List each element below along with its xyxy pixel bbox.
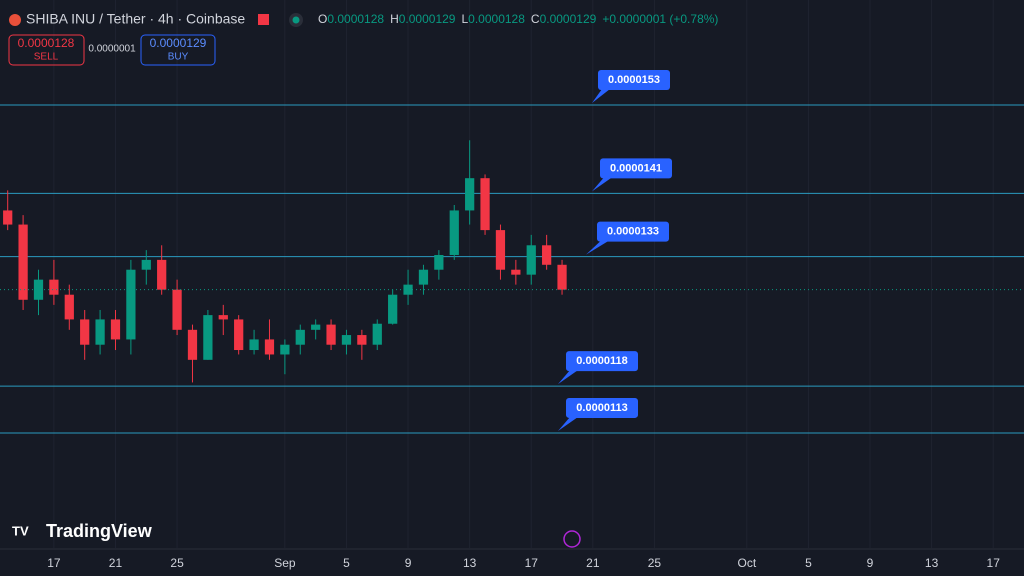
candle-body: [80, 319, 90, 345]
x-tick-label: 5: [343, 556, 350, 570]
candle-body: [249, 339, 259, 351]
candle-body: [33, 279, 44, 300]
candle-body: [495, 230, 506, 270]
spread: 0.0000001: [88, 44, 136, 55]
level-pointer: [558, 370, 578, 385]
candles: [0, 140, 1024, 383]
ohlc-key: H: [390, 12, 399, 26]
candle-body: [418, 269, 429, 285]
candle-body: [557, 264, 567, 290]
ohlc-key: L: [461, 12, 468, 26]
candle-body: [18, 224, 28, 300]
level-pointer: [592, 89, 610, 104]
candle-body: [465, 178, 475, 211]
ohlc-key: C: [531, 12, 540, 26]
x-tick-label: Oct: [737, 556, 756, 570]
level-label: 0.0000153: [608, 74, 660, 86]
ohlc-change: +0.0000001 (+0.78%): [602, 12, 718, 26]
x-tick-label: 21: [109, 556, 123, 570]
candle-body: [295, 329, 305, 345]
candle-body: [280, 344, 290, 355]
candle-body: [449, 210, 459, 255]
candle-body: [172, 289, 182, 330]
level-label-box: [598, 70, 670, 91]
ohlc-legend: O0.0000128 H0.0000129 L0.0000128 C0.0000129…: [318, 12, 718, 26]
candle-body: [357, 335, 367, 345]
candle-body: [3, 210, 13, 225]
x-tick-label: 9: [405, 556, 412, 570]
buy-label: BUY: [168, 52, 189, 63]
candle-body: [64, 294, 74, 320]
level-pointer: [586, 240, 609, 255]
level-label: 0.0000118: [576, 355, 627, 367]
candle-body: [372, 323, 382, 345]
x-tick-label: 25: [648, 556, 662, 570]
logo-mark: TV: [12, 523, 29, 538]
level-pointer: [592, 177, 612, 192]
level-label: 0.0000141: [610, 162, 662, 174]
candle-body: [141, 259, 151, 270]
x-tick-label: 21: [586, 556, 600, 570]
status-dot: [292, 16, 300, 24]
candle-body: [264, 339, 275, 355]
candle-body: [311, 324, 321, 330]
candle-body: [480, 178, 490, 231]
candle-body: [234, 319, 244, 351]
sell-label: SELL: [34, 52, 59, 63]
candle-body: [49, 279, 59, 295]
level-label-box: [566, 397, 638, 418]
x-tick-label: 13: [463, 556, 477, 570]
candle-body: [434, 254, 444, 270]
x-tick-label: 25: [170, 556, 184, 570]
buy-button[interactable]: [140, 34, 216, 66]
ohlc-key: O: [318, 12, 327, 26]
sell-button[interactable]: [8, 34, 85, 66]
candle-body: [95, 319, 105, 345]
ohlc-value: 0.0000128: [327, 12, 384, 26]
buy-price: 0.0000129: [150, 36, 207, 50]
ohlc-value: 0.0000129: [540, 12, 597, 26]
x-tick-label: 17: [525, 556, 539, 570]
candle-body: [110, 319, 121, 340]
flag-icon[interactable]: [258, 14, 269, 25]
candle-body: [126, 269, 136, 340]
level-label-box: [600, 158, 672, 179]
level-label: 0.0000133: [607, 226, 659, 238]
level-label: 0.0000113: [576, 402, 627, 414]
candle-body: [187, 329, 198, 360]
grid: [53, 0, 994, 548]
ohlc-value: 0.0000128: [468, 12, 525, 26]
time-axis: 17 21 25 Sep 5 9 13 17 21 25 Oct 5 9 13 17: [47, 556, 1000, 570]
symbol-title[interactable]: SHIBA INU / Tether · 4h · Coinbase: [26, 11, 245, 27]
candle-body: [203, 315, 213, 360]
candle-body: [157, 259, 167, 290]
x-tick-label: 17: [987, 556, 1001, 570]
x-tick-label: 17: [47, 556, 61, 570]
level-pointer: [558, 416, 578, 431]
x-tick-label: 13: [925, 556, 939, 570]
logo: TradingView: [46, 521, 153, 541]
candle-body: [526, 245, 536, 275]
x-tick-label: 9: [867, 556, 874, 570]
candle-body: [341, 335, 352, 345]
events-icon[interactable]: [563, 530, 581, 548]
x-tick-label: Sep: [274, 556, 296, 570]
levels: 0.0000153 0.0000141 0.0000133 0.0000118 0.00…: [0, 70, 1024, 434]
ohlc-value: 0.0000129: [399, 12, 456, 26]
candle-body: [326, 324, 336, 345]
candle-body: [542, 245, 552, 265]
level-label-box: [597, 221, 669, 242]
candle-body: [218, 315, 228, 320]
sell-price: 0.0000128: [18, 36, 75, 50]
symbol-icon: [9, 14, 21, 26]
candle-body: [388, 294, 398, 324]
candle-body: [511, 269, 521, 275]
level-label-box: [566, 351, 638, 372]
x-tick-label: 5: [805, 556, 812, 570]
